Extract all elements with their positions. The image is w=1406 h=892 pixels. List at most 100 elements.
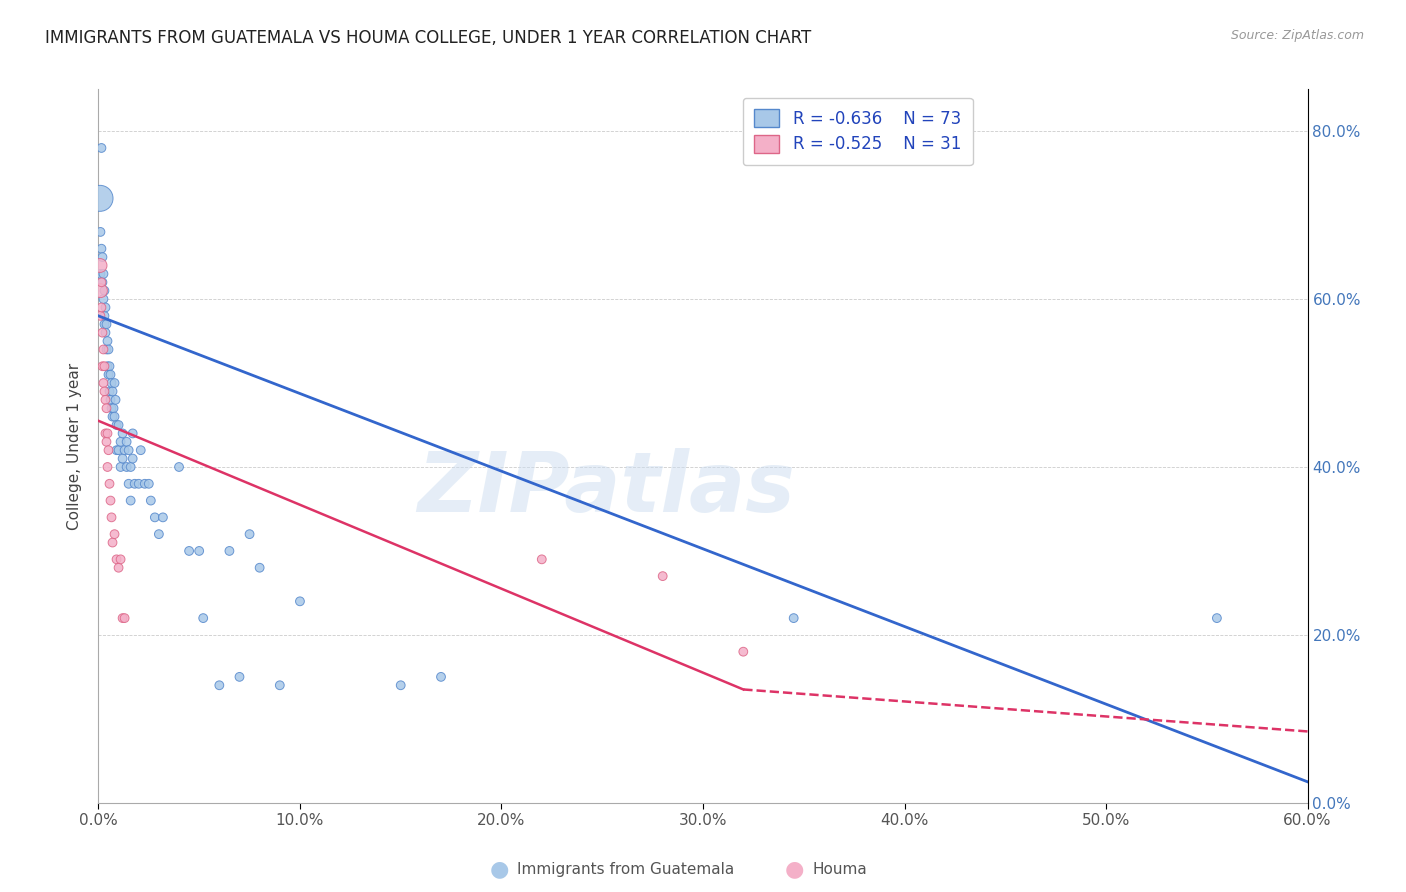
Point	[91, 326, 114, 340]
Point	[96, 434, 118, 449]
Point	[103, 409, 125, 424]
Point	[239, 527, 262, 541]
Point	[114, 611, 136, 625]
Point	[188, 544, 211, 558]
Point	[1206, 611, 1229, 625]
Point	[89, 309, 111, 323]
Point	[91, 250, 114, 264]
Point	[129, 443, 152, 458]
Point	[97, 443, 120, 458]
Point	[193, 611, 215, 625]
Point	[101, 384, 124, 399]
Point	[105, 552, 128, 566]
Point	[115, 434, 138, 449]
Point	[152, 510, 174, 524]
Point	[91, 359, 114, 374]
Point	[167, 460, 190, 475]
Point	[249, 560, 271, 574]
Point	[94, 301, 117, 315]
Point	[100, 401, 122, 416]
Point	[90, 301, 112, 315]
Y-axis label: College, Under 1 year: College, Under 1 year	[67, 362, 83, 530]
Point	[107, 560, 129, 574]
Point	[114, 443, 136, 458]
Point	[101, 409, 124, 424]
Point	[110, 552, 132, 566]
Point	[91, 275, 114, 289]
Point	[100, 510, 122, 524]
Point	[139, 493, 162, 508]
Point	[783, 611, 806, 625]
Point	[103, 527, 125, 541]
Point	[96, 334, 118, 348]
Legend: R = -0.636    N = 73, R = -0.525    N = 31: R = -0.636 N = 73, R = -0.525 N = 31	[742, 97, 973, 165]
Point	[111, 426, 134, 441]
Point	[96, 359, 118, 374]
Point	[93, 309, 115, 323]
Point	[100, 392, 122, 407]
Point	[128, 476, 150, 491]
Text: ZIPatlas: ZIPatlas	[418, 449, 796, 529]
Point	[269, 678, 291, 692]
Point	[101, 535, 124, 549]
Point	[138, 476, 160, 491]
Point	[118, 476, 141, 491]
Point	[651, 569, 673, 583]
Point	[733, 645, 755, 659]
Point	[228, 670, 250, 684]
Point	[93, 318, 115, 332]
Point	[105, 417, 128, 432]
Point	[93, 284, 115, 298]
Point	[143, 510, 166, 524]
Point	[90, 242, 112, 256]
Point	[105, 443, 128, 458]
Point	[93, 384, 115, 399]
Point	[430, 670, 453, 684]
Text: Houma: Houma	[813, 863, 868, 877]
Point	[111, 611, 134, 625]
Point	[121, 451, 143, 466]
Point	[90, 141, 112, 155]
Point	[104, 392, 127, 407]
Point	[110, 460, 132, 475]
Text: ●: ●	[785, 860, 804, 880]
Point	[93, 376, 115, 390]
Point	[96, 426, 118, 441]
Point	[389, 678, 412, 692]
Point	[93, 292, 115, 306]
Point	[110, 434, 132, 449]
Point	[218, 544, 240, 558]
Point	[103, 376, 125, 390]
Point	[93, 359, 115, 374]
Point	[94, 326, 117, 340]
Text: Immigrants from Guatemala: Immigrants from Guatemala	[517, 863, 735, 877]
Point	[98, 384, 121, 399]
Text: Source: ZipAtlas.com: Source: ZipAtlas.com	[1230, 29, 1364, 42]
Point	[120, 460, 142, 475]
Point	[120, 493, 142, 508]
Point	[134, 476, 156, 491]
Point	[94, 392, 117, 407]
Point	[89, 259, 111, 273]
Point	[100, 493, 122, 508]
Point	[93, 267, 115, 281]
Point	[94, 426, 117, 441]
Point	[107, 417, 129, 432]
Point	[115, 460, 138, 475]
Point	[89, 267, 111, 281]
Point	[208, 678, 231, 692]
Point	[98, 476, 121, 491]
Point	[530, 552, 553, 566]
Point	[97, 368, 120, 382]
Point	[97, 343, 120, 357]
Text: IMMIGRANTS FROM GUATEMALA VS HOUMA COLLEGE, UNDER 1 YEAR CORRELATION CHART: IMMIGRANTS FROM GUATEMALA VS HOUMA COLLE…	[45, 29, 811, 46]
Point	[148, 527, 170, 541]
Point	[118, 443, 141, 458]
Point	[103, 401, 125, 416]
Point	[96, 343, 118, 357]
Point	[90, 275, 112, 289]
Point	[98, 359, 121, 374]
Point	[111, 451, 134, 466]
Point	[89, 225, 111, 239]
Point	[89, 191, 111, 205]
